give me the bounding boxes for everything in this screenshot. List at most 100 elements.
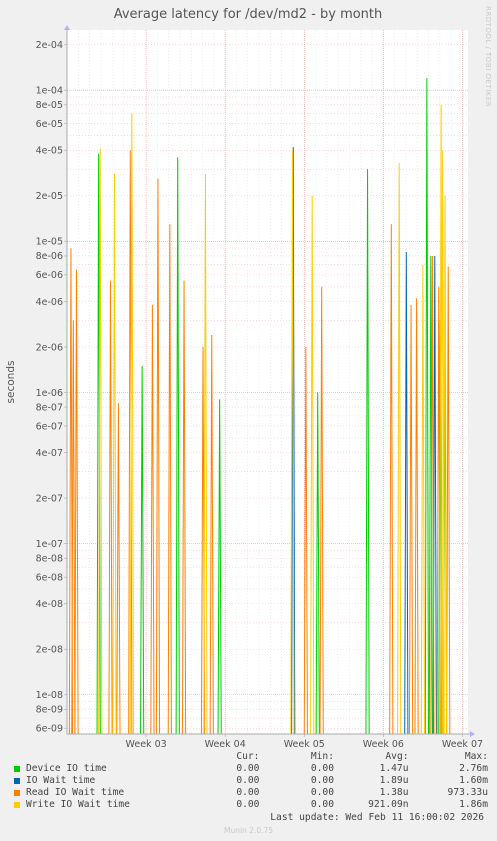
legend-row-device-io: Device IO time 0.00 0.00 1.47u 2.76m bbox=[14, 763, 488, 775]
data-spike bbox=[140, 365, 145, 735]
legend-avg: 921.09n bbox=[368, 799, 409, 810]
y-tick-label: 1e-07 bbox=[36, 539, 63, 550]
data-spike bbox=[96, 153, 101, 735]
y-tick-label: 6e-09 bbox=[36, 724, 63, 735]
data-spike bbox=[446, 266, 451, 735]
legend-avg: 1.47u bbox=[379, 763, 409, 774]
y-tick-label: 4e-05 bbox=[36, 146, 63, 157]
data-spike bbox=[439, 104, 444, 735]
legend-cur: 0.00 bbox=[236, 799, 260, 810]
y-tick-label: 1e-04 bbox=[36, 85, 63, 96]
data-spike bbox=[217, 399, 222, 735]
y-axis-label: seconds bbox=[5, 361, 17, 404]
legend-swatch bbox=[14, 790, 20, 796]
x-tick-label: Week 06 bbox=[363, 739, 404, 750]
last-update: Last update: Wed Feb 11 16:00:02 2026 bbox=[270, 812, 484, 823]
y-tick-label: 2e-07 bbox=[36, 493, 63, 504]
series-read-io-wait-time bbox=[68, 150, 451, 735]
legend-swatch bbox=[14, 802, 20, 808]
plot-area bbox=[67, 30, 468, 734]
data-spike bbox=[404, 251, 409, 735]
legend-avg: 1.38u bbox=[379, 787, 409, 798]
y-tick-label: 1e-08 bbox=[36, 690, 63, 701]
data-spike bbox=[414, 298, 419, 735]
y-tick-label: 8e-08 bbox=[36, 554, 63, 565]
data-spike bbox=[167, 224, 172, 735]
legend-max: 2.76m bbox=[459, 763, 488, 774]
y-tick-label: 4e-08 bbox=[36, 599, 63, 610]
data-spike bbox=[428, 255, 433, 735]
x-tick-label: Week 05 bbox=[284, 739, 325, 750]
data-spike bbox=[291, 147, 296, 735]
legend-header-max: Max: bbox=[464, 751, 488, 762]
data-spike bbox=[389, 224, 394, 735]
data-spike bbox=[442, 195, 448, 735]
legend-swatch bbox=[14, 766, 20, 772]
y-tick-label: 4e-07 bbox=[36, 448, 63, 459]
legend-min: 0.00 bbox=[310, 775, 334, 786]
data-spike bbox=[129, 113, 134, 735]
legend: Cur: Min: Avg: Max: Device IO time 0.00 … bbox=[14, 751, 488, 811]
y-tick-label: 2e-06 bbox=[36, 342, 63, 353]
data-spike bbox=[315, 392, 320, 735]
y-tick-label: 8e-05 bbox=[36, 100, 63, 111]
x-tick-label: Week 04 bbox=[205, 739, 246, 750]
legend-row-write-io-wait: Write IO Wait time 0.00 0.00 921.09n 1.8… bbox=[14, 799, 488, 811]
legend-header-min: Min: bbox=[310, 751, 334, 762]
data-spike bbox=[408, 304, 414, 735]
legend-max: 1.60m bbox=[459, 775, 488, 786]
legend-header-avg: Avg: bbox=[385, 751, 409, 762]
y-tick-label: 1e-06 bbox=[36, 388, 63, 399]
data-spike bbox=[150, 304, 155, 735]
data-spike bbox=[175, 157, 180, 735]
axis-layer: Week 03 Week 04 Week 05 Week 06 Week 07 2e-04… bbox=[36, 25, 483, 750]
y-tick-label: 6e-08 bbox=[36, 572, 63, 583]
chart-title: Average latency for /dev/md2 - by month bbox=[114, 7, 383, 22]
y-tick-label: 2e-05 bbox=[36, 191, 63, 202]
data-spike bbox=[108, 280, 113, 735]
legend-series-name: Device IO time bbox=[25, 763, 107, 774]
data-spike bbox=[116, 403, 121, 735]
data-spike bbox=[290, 150, 295, 735]
y-tick-label: 6e-07 bbox=[36, 421, 63, 432]
data-spike bbox=[310, 195, 315, 735]
y-axis-arrow bbox=[64, 25, 70, 30]
data-spike bbox=[397, 162, 402, 735]
legend-header-cur: Cur: bbox=[236, 751, 260, 762]
rrdtool-credit: RRDTOOL / TOBI OETIKER bbox=[484, 6, 492, 108]
munin-version: Munin 2.0.75 bbox=[223, 826, 274, 835]
data-spike bbox=[98, 148, 103, 735]
y-tick-label: 2e-08 bbox=[36, 645, 63, 656]
data-spike bbox=[319, 286, 324, 735]
y-tick-label: 8e-06 bbox=[36, 251, 63, 262]
legend-series-name: Write IO Wait time bbox=[25, 799, 130, 810]
data-spike bbox=[430, 255, 435, 735]
legend-cur: 0.00 bbox=[236, 787, 260, 798]
legend-row-read-io-wait: Read IO Wait time 0.00 0.00 1.38u 973.33… bbox=[14, 787, 488, 799]
legend-cur: 0.00 bbox=[236, 763, 260, 774]
legend-max: 1.86m bbox=[459, 799, 488, 810]
legend-row-io-wait: IO Wait time 0.00 0.00 1.89u 1.60m bbox=[14, 775, 488, 787]
y-tick-label: 8e-09 bbox=[36, 705, 63, 716]
series-write-io-wait-time bbox=[98, 104, 448, 735]
legend-series-name: Read IO Wait time bbox=[25, 787, 125, 798]
legend-min: 0.00 bbox=[310, 763, 334, 774]
data-spike bbox=[112, 173, 117, 735]
x-tick-label: Week 03 bbox=[126, 739, 167, 750]
x-axis-arrow bbox=[470, 731, 475, 737]
y-tick-label: 2e-04 bbox=[36, 40, 63, 51]
y-tick-label: 6e-06 bbox=[36, 270, 63, 281]
series-layer bbox=[68, 78, 451, 735]
legend-max: 973.33u bbox=[447, 787, 488, 798]
y-tick-label: 4e-06 bbox=[36, 297, 63, 308]
legend-header: Cur: Min: Avg: Max: bbox=[14, 751, 488, 763]
y-tick-label: 1e-05 bbox=[36, 237, 63, 248]
data-spike bbox=[181, 280, 187, 735]
legend-cur: 0.00 bbox=[236, 775, 260, 786]
legend-min: 0.00 bbox=[310, 787, 334, 798]
data-spike bbox=[365, 169, 370, 735]
data-spike bbox=[155, 178, 161, 735]
data-spike bbox=[128, 150, 133, 735]
legend-min: 0.00 bbox=[310, 799, 334, 810]
